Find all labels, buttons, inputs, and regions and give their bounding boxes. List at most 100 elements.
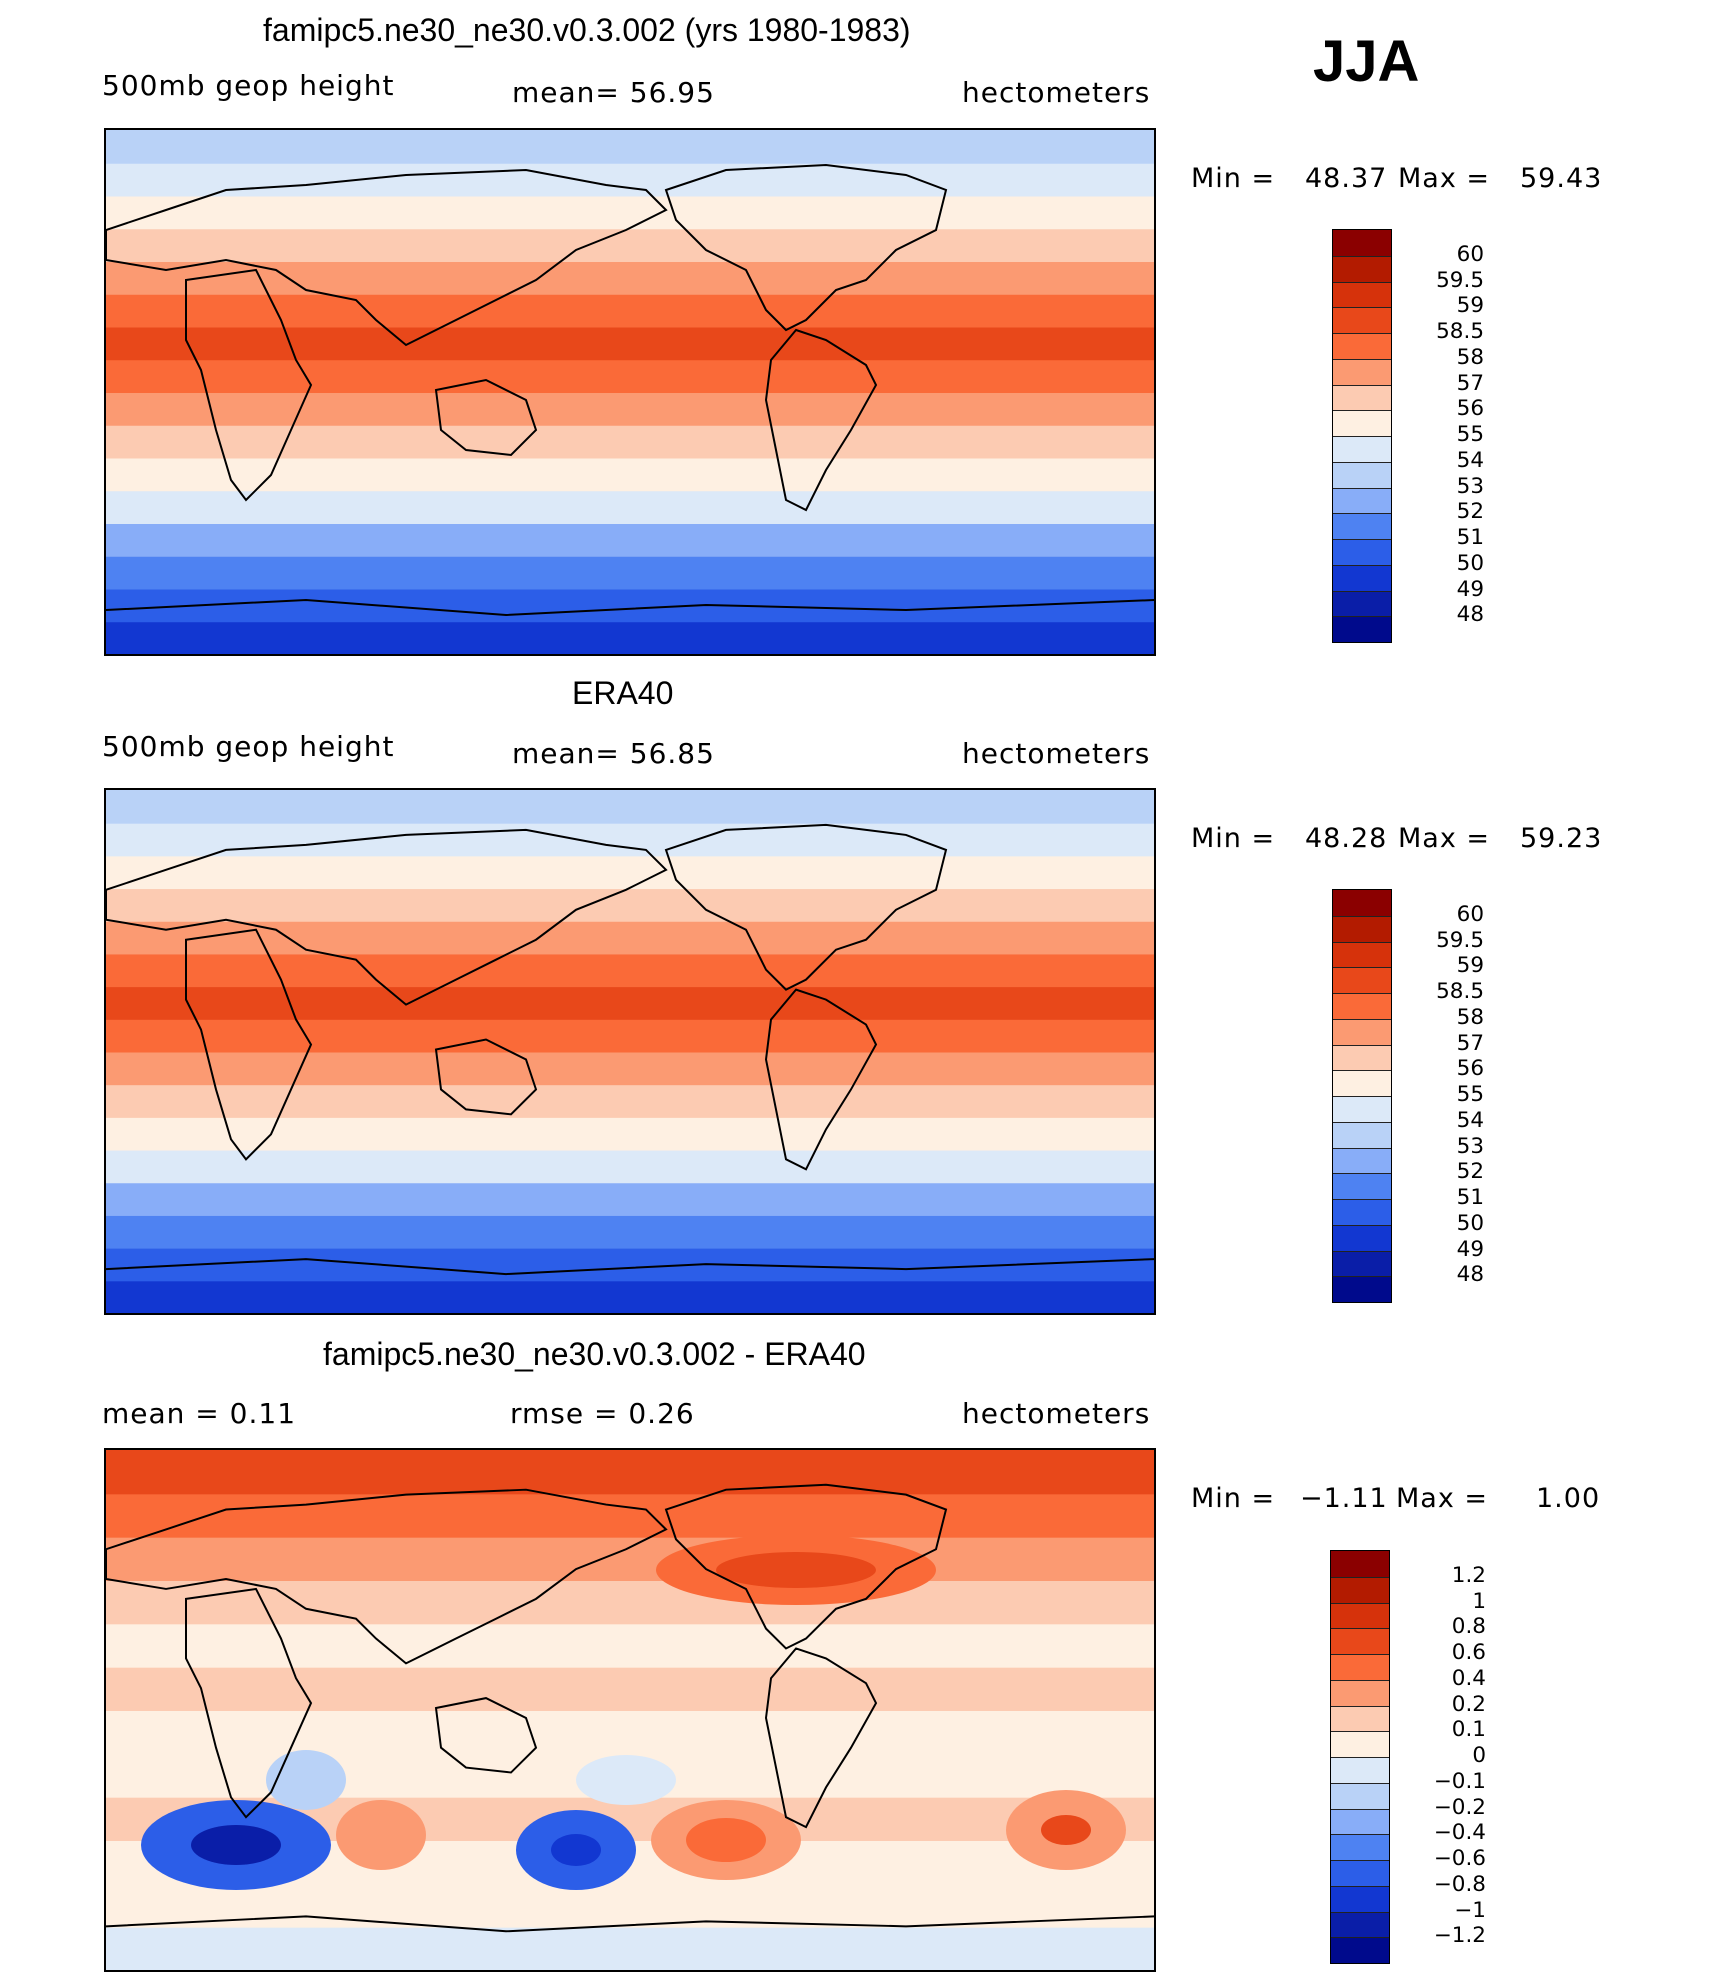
colorbar-label: 48 [1456, 1262, 1484, 1288]
field-band [106, 1214, 1154, 1249]
panel-3-colorbar [1330, 1550, 1390, 1964]
field-band [106, 424, 1154, 459]
colorbar-label: 54 [1456, 447, 1484, 473]
colorbar-swatch [1333, 230, 1391, 256]
colorbar-swatch [1331, 1808, 1389, 1835]
field-band [106, 1536, 1154, 1581]
colorbar-swatch [1333, 410, 1391, 436]
colorbar-swatch [1333, 1044, 1391, 1071]
field-band [106, 1666, 1154, 1711]
colorbar-label: −0.6 [1433, 1846, 1486, 1871]
coastline [764, 328, 878, 512]
panel-2-units-label: hectometers [962, 737, 1151, 770]
panel-1-max-label: Max = [1398, 163, 1491, 194]
field-band [106, 359, 1154, 393]
panel-1-map [104, 128, 1156, 656]
panel-2-mean-label: mean= 56.85 [512, 737, 715, 770]
field-band [106, 1280, 1154, 1313]
colorbar-swatch [1333, 967, 1391, 993]
season-label: JJA [1313, 29, 1420, 94]
panel-3-title: famipc5.ne30_ne30.v0.3.002 - ERA40 [323, 1336, 866, 1372]
colorbar-label: 56 [1456, 396, 1484, 422]
field-band [106, 1018, 1154, 1053]
anomaly-contour [576, 1755, 676, 1805]
colorbar-label: 49 [1456, 576, 1484, 602]
colorbar-swatch [1331, 1860, 1389, 1886]
colorbar-swatch [1333, 255, 1391, 282]
colorbar-label: 58 [1456, 344, 1484, 370]
panel-1-min-label: Min = [1191, 163, 1276, 194]
panel-2-colorbar [1332, 889, 1392, 1303]
colorbar-label: 57 [1456, 1030, 1484, 1056]
field-band [106, 822, 1154, 857]
colorbar-label: 55 [1456, 422, 1484, 447]
field-band [106, 588, 1154, 623]
panel-2-field [106, 790, 1154, 1313]
anomaly-contour [266, 1750, 346, 1810]
anomaly-contour [191, 1825, 281, 1865]
field-band [106, 1883, 1154, 1928]
colorbar-label: 58.5 [1436, 979, 1484, 1004]
field-band [106, 621, 1154, 654]
field-band [106, 1182, 1154, 1216]
colorbar-label: 60 [1456, 241, 1484, 267]
coastline [106, 828, 668, 1006]
colorbar-label: −0.4 [1433, 1820, 1486, 1846]
colorbar-label: 58 [1456, 1004, 1484, 1030]
colorbar-swatch [1333, 1096, 1391, 1122]
colorbar-label: 0.6 [1451, 1640, 1486, 1665]
coastline [434, 1038, 538, 1116]
coastline [764, 988, 878, 1171]
coastline [764, 1647, 878, 1829]
panel-2-max-label: Max = [1398, 823, 1491, 854]
colorbar-label: 0.1 [1451, 1717, 1486, 1743]
field-band [106, 1149, 1154, 1184]
colorbar-label: 51 [1456, 1185, 1484, 1210]
field-band [106, 293, 1154, 328]
panel-1-max-value: 59.43 [1520, 163, 1603, 194]
colorbar-label: 51 [1456, 525, 1484, 550]
colorbar-swatch [1333, 915, 1391, 942]
coastline [664, 1483, 948, 1650]
colorbar-swatch [1333, 590, 1391, 617]
colorbar-label: 52 [1456, 1159, 1484, 1185]
colorbar-label: −0.8 [1433, 1871, 1486, 1897]
field-band [106, 1116, 1154, 1151]
panel-2-min-label: Min = [1191, 823, 1276, 854]
colorbar-swatch [1333, 307, 1391, 333]
field-band [106, 1580, 1154, 1625]
colorbar-label: 60 [1456, 901, 1484, 927]
field-band [106, 490, 1154, 524]
colorbar-label: 50 [1456, 1210, 1484, 1236]
panel-3-min-value: −1.11 [1300, 1483, 1388, 1514]
field-band [106, 1450, 1154, 1495]
colorbar-label: −0.2 [1433, 1794, 1486, 1820]
field-band [106, 1493, 1154, 1538]
colorbar-swatch [1333, 993, 1391, 1019]
coastline [106, 168, 668, 347]
colorbar-label: 59 [1456, 293, 1484, 319]
colorbar-label: 0.4 [1451, 1665, 1486, 1691]
colorbar-label: 1.2 [1451, 1562, 1486, 1588]
colorbar-swatch [1333, 1147, 1391, 1174]
coastline [434, 1697, 538, 1774]
colorbar-swatch [1331, 1731, 1389, 1757]
panel-1-field [106, 130, 1154, 654]
colorbar-swatch [1333, 384, 1391, 411]
field-band [106, 855, 1154, 890]
colorbar-label: 0 [1472, 1743, 1486, 1768]
colorbar-swatch [1331, 1679, 1389, 1706]
colorbar-label: 0.8 [1451, 1614, 1486, 1640]
colorbar-label: −1 [1454, 1897, 1486, 1923]
panel-1-min-value: 48.37 [1305, 163, 1388, 194]
colorbar-swatch [1333, 487, 1391, 514]
colorbar-swatch [1333, 513, 1391, 539]
colorbar-label: 59 [1456, 953, 1484, 979]
colorbar-label: 56 [1456, 1056, 1484, 1082]
field-band [106, 261, 1154, 295]
coastline [664, 823, 948, 991]
panel-1-left-label: 500mb geop height [102, 69, 395, 102]
panel-3-min-label: Min = [1191, 1483, 1276, 1514]
field-band [106, 986, 1154, 1020]
panel-1-units-label: hectometers [962, 76, 1151, 109]
